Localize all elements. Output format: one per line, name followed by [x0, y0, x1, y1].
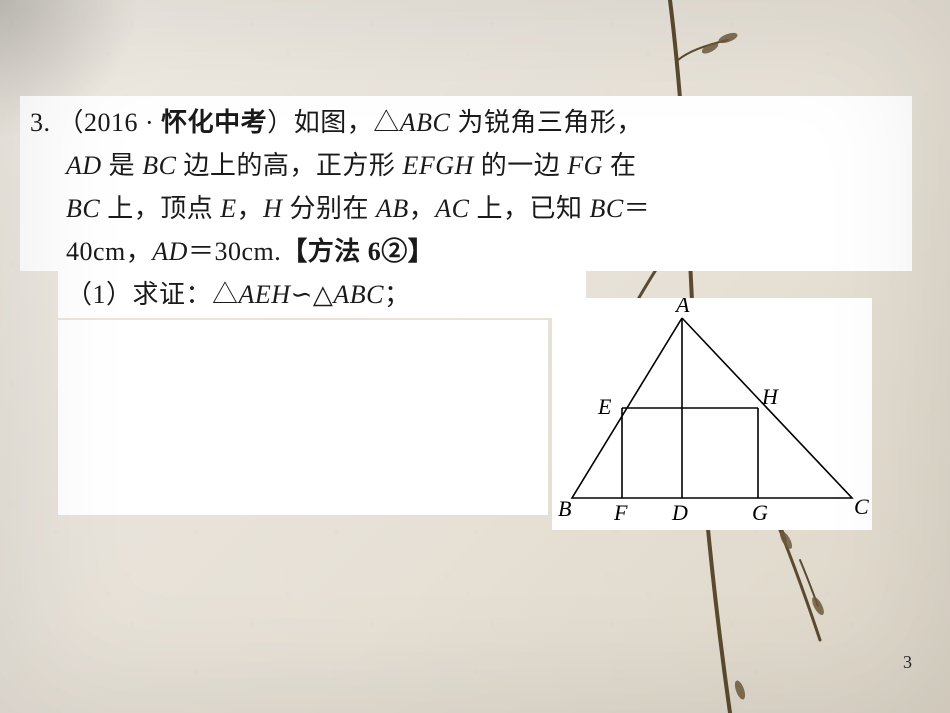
l1a: 如图，△: [294, 108, 400, 137]
l2b: 是: [102, 151, 143, 180]
l3g: ＝: [624, 194, 651, 223]
l1b: 为锐角三角形，: [450, 108, 643, 137]
svg-text:D: D: [671, 500, 688, 525]
l2d: 的一边: [474, 151, 568, 180]
page-number: 3: [903, 652, 912, 673]
sym-aeh: AEH: [239, 280, 291, 309]
sym-h: H: [263, 194, 282, 223]
sym-bc3: BC: [589, 194, 623, 223]
l3e: ，: [409, 194, 436, 223]
sym-ad: AD: [66, 151, 102, 180]
src-suffix: ）: [267, 108, 294, 137]
l3c: ，: [237, 194, 264, 223]
svg-text:A: A: [674, 298, 690, 317]
src-name: 怀化中考: [161, 108, 267, 137]
sym-fg: FG: [567, 151, 603, 180]
l3b: 上，顶点: [100, 194, 220, 223]
svg-text:G: G: [752, 500, 768, 525]
triangle-diagram: A B C D E F G H: [552, 298, 872, 530]
svg-text:H: H: [761, 384, 779, 409]
svg-text:C: C: [854, 494, 869, 519]
l3f: 上，已知: [469, 194, 589, 223]
l2c: 边上的高，正方形: [176, 151, 402, 180]
q1c: ；: [384, 280, 411, 309]
svg-text:F: F: [613, 500, 628, 525]
question-1: （1）求证：△AEH∽△ABC；: [66, 282, 410, 308]
sym-ab: AB: [376, 194, 409, 223]
sym-ad2: AD: [152, 237, 188, 266]
sym-abc: ABC: [400, 108, 451, 137]
method-tag: 【方法 6②】: [281, 237, 434, 266]
sym-bc2: BC: [66, 194, 100, 223]
sym-e: E: [220, 194, 236, 223]
l4a: 40cm，: [66, 237, 152, 266]
problem-line-4: 40cm，AD＝30cm.【方法 6②】: [66, 239, 434, 265]
svg-text:B: B: [558, 496, 571, 521]
blank-block: [58, 320, 548, 515]
l2e: 在: [603, 151, 637, 180]
sym-abc2: ABC: [333, 280, 384, 309]
q1b: ∽△: [291, 280, 334, 309]
problem-line-1: 3. （2016 · 怀化中考）如图，△ABC 为锐角三角形，: [30, 110, 643, 136]
sym-ac: AC: [435, 194, 469, 223]
q1a: （1）求证：△: [66, 280, 239, 309]
sym-bc1: BC: [142, 151, 176, 180]
src-prefix: （2016 ·: [58, 108, 162, 137]
l4b: ＝30cm.: [188, 237, 281, 266]
sym-efgh: EFGH: [402, 151, 473, 180]
svg-text:E: E: [597, 394, 612, 419]
problem-line-2: AD 是 BC 边上的高，正方形 EFGH 的一边 FG 在: [66, 153, 636, 179]
page: 3. （2016 · 怀化中考）如图，△ABC 为锐角三角形， AD 是 BC …: [0, 0, 950, 713]
problem-line-3: BC 上，顶点 E，H 分别在 AB，AC 上，已知 BC＝: [66, 196, 650, 222]
problem-number: 3.: [30, 108, 51, 137]
l3d: 分别在: [282, 194, 376, 223]
